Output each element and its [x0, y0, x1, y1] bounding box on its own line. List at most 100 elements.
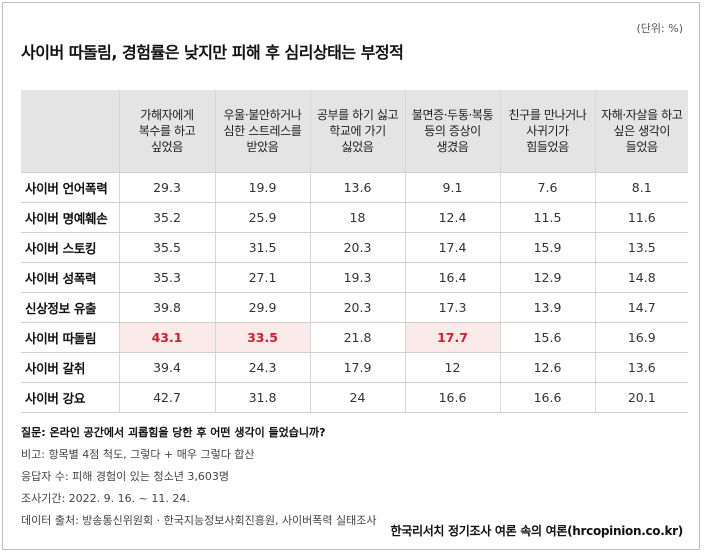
header-corner [21, 90, 119, 173]
table-row: 사이버 언어폭력 29.3 19.9 13.6 9.1 7.6 8.1 [21, 172, 688, 203]
table-cell: 18 [309, 202, 405, 233]
row-label: 사이버 강요 [21, 382, 119, 413]
table-cell: 15.6 [499, 322, 595, 353]
column-header-line: 들었음 [625, 140, 658, 154]
table-row: 사이버 따돌림 43.1 33.5 21.8 17.7 15.6 16.9 [21, 322, 688, 353]
table-cell: 17.9 [309, 352, 405, 383]
table-cell: 17.4 [404, 232, 500, 263]
table-row: 사이버 명예훼손 35.2 25.9 18 12.4 11.5 11.6 [21, 202, 688, 233]
column-header-line: 친구를 만나거나 [508, 108, 587, 122]
row-label: 사이버 따돌림 [21, 322, 119, 353]
row-label: 사이버 성폭력 [21, 262, 119, 293]
column-header-line: 우울·불안하거나 [223, 108, 302, 122]
table-cell: 12.6 [499, 352, 595, 383]
table-cell: 19.3 [309, 262, 405, 293]
notes: 질문: 온라인 공간에서 괴롭힘을 당한 후 어떤 생각이 들었습니까? 비고:… [21, 422, 681, 532]
table-cell: 16.6 [404, 382, 500, 413]
note-respondents: 응답자 수: 피해 경험이 있는 청소년 3,603명 [21, 470, 229, 483]
table-cell: 13.5 [594, 232, 688, 263]
table-cell: 8.1 [594, 172, 688, 203]
table-cell: 29.9 [214, 292, 310, 323]
row-label: 사이버 언어폭력 [21, 172, 119, 203]
table-cell: 24.3 [214, 352, 310, 383]
row-label: 사이버 명예훼손 [21, 202, 119, 233]
table-cell: 12.9 [499, 262, 595, 293]
table-cell: 35.3 [118, 262, 215, 293]
table-cell: 12.4 [404, 202, 500, 233]
column-header-line: 싶은 생각이 [613, 124, 671, 138]
column-header-line: 공부를 하기 싫고 [316, 108, 399, 122]
note-period: 조사기간: 2022. 9. 16. ~ 11. 24. [21, 492, 190, 505]
table-cell: 14.8 [594, 262, 688, 293]
column-header-line: 사귀기가 [526, 124, 569, 138]
table-cell: 13.9 [499, 292, 595, 323]
table-cell: 31.5 [214, 232, 310, 263]
table-cell: 7.6 [499, 172, 595, 203]
table-cell: 42.7 [118, 382, 215, 413]
column-header-line: 싫었음 [341, 140, 374, 154]
unit-label: (단위: %) [636, 22, 683, 35]
column-header-line: 등의 증상이 [424, 124, 481, 138]
table-cell: 20.3 [309, 232, 405, 263]
table-cell: 17.7 [404, 322, 500, 353]
table-body: 사이버 언어폭력 29.3 19.9 13.6 9.1 7.6 8.1 사이버 명예훼손 35.… [21, 172, 688, 413]
table-cell: 16.9 [594, 322, 688, 353]
column-header-line: 불면증·두통·복통 [411, 108, 494, 122]
column-header-line: 받았음 [246, 140, 279, 154]
table-cell: 31.8 [214, 382, 310, 413]
column-header-line: 싶었음 [151, 140, 183, 154]
table-cell: 21.8 [309, 322, 405, 353]
table-cell: 17.3 [404, 292, 500, 323]
chart-title: 사이버 따돌림, 경험률은 낮지만 피해 후 심리상태는 부정적 [21, 43, 404, 62]
table-cell: 39.8 [118, 292, 215, 323]
table-cell: 13.6 [594, 352, 688, 383]
table-cell: 11.5 [499, 202, 595, 233]
column-header-line: 학교에 가기 [329, 124, 386, 138]
table-cell: 35.5 [118, 232, 215, 263]
table-cell: 11.6 [594, 202, 688, 233]
table-cell: 9.1 [404, 172, 500, 203]
column-header-line: 자해·자살을 하고 [601, 108, 683, 122]
table-cell: 33.5 [214, 322, 310, 353]
table-cell: 15.9 [499, 232, 595, 263]
table-cell: 24 [309, 382, 405, 413]
column-header-line: 복수를 하고 [138, 124, 196, 138]
column-header-line: 생겼음 [436, 140, 469, 154]
table-row: 사이버 강요 42.7 31.8 24 16.6 16.6 20.1 [21, 382, 688, 413]
column-header-line: 가해자에게 [140, 108, 194, 122]
column-header-line: 심한 스트레스를 [223, 124, 302, 138]
table-row: 사이버 스토킹 35.5 31.5 20.3 17.4 15.9 13.5 [21, 232, 688, 263]
table-cell: 20.1 [594, 382, 688, 413]
table-row: 사이버 성폭력 35.3 27.1 19.3 16.4 12.9 14.8 [21, 262, 688, 293]
table-cell: 20.3 [309, 292, 405, 323]
table-cell: 19.9 [214, 172, 310, 203]
table-row: 사이버 갈취 39.4 24.3 17.9 12 12.6 13.6 [21, 352, 688, 383]
table-cell: 27.1 [214, 262, 310, 293]
table-cell: 35.2 [118, 202, 215, 233]
table-cell: 12 [404, 352, 500, 383]
column-header-line: 힘들었음 [526, 140, 569, 154]
table-cell: 39.4 [118, 352, 215, 383]
table-row: 신상정보 유출 39.8 29.9 20.3 17.3 13.9 14.7 [21, 292, 688, 323]
note-question: 질문: 온라인 공간에서 괴롭힘을 당한 후 어떤 생각이 들었습니까? [21, 426, 326, 439]
row-label: 신상정보 유출 [21, 292, 119, 323]
row-label: 사이버 스토킹 [21, 232, 119, 263]
table-cell: 43.1 [118, 322, 215, 353]
row-label: 사이버 갈취 [21, 352, 119, 383]
table-cell: 14.7 [594, 292, 688, 323]
table-cell: 16.6 [499, 382, 595, 413]
note-source: 데이터 출처: 방송통신위원회 · 한국지능정보사회진흥원, 사이버폭력 실태조… [21, 514, 377, 527]
table-cell: 16.4 [404, 262, 500, 293]
note-remark: 비고: 항목별 4점 척도, 그렇다 + 매우 그렇다 합산 [21, 448, 255, 461]
table-cell: 29.3 [118, 172, 215, 203]
table-cell: 25.9 [214, 202, 310, 233]
footer-source: 한국리서치 정기조사 여론 속의 여론(hrcopinion.co.kr) [390, 524, 683, 538]
